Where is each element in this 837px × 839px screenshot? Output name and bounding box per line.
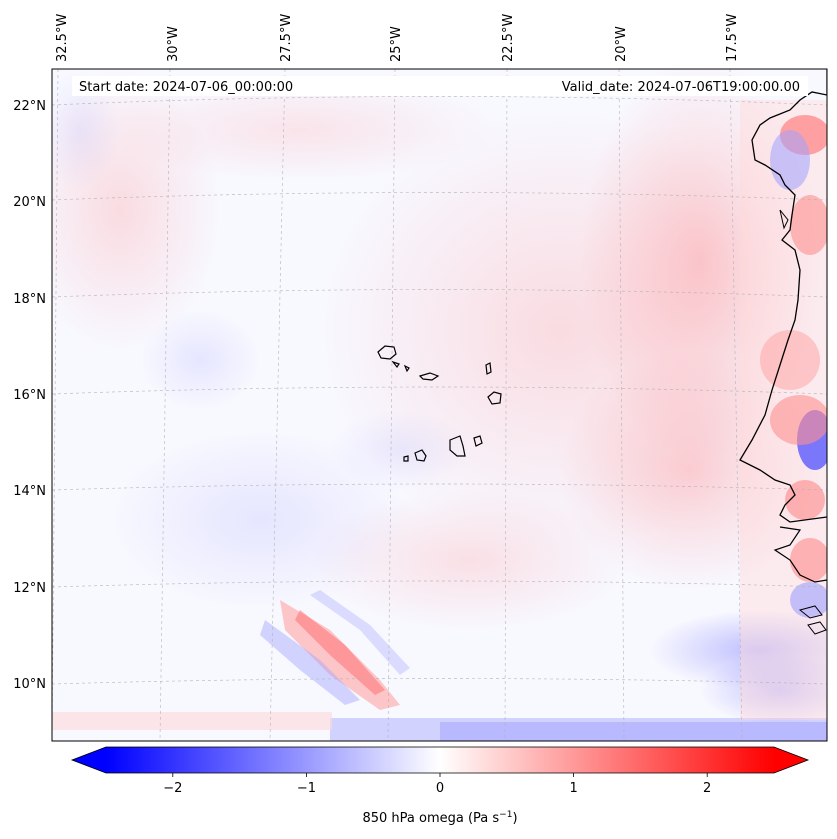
cape-verde-islands xyxy=(377,345,502,462)
lat-label: 16°N xyxy=(13,388,46,403)
coastline-guinea xyxy=(773,526,827,583)
colorbar-tick-label: 1 xyxy=(569,781,577,796)
map-frame xyxy=(51,68,828,742)
lat-label: 22°N xyxy=(13,99,46,114)
date-annotation-box xyxy=(72,76,808,96)
omega-field xyxy=(52,69,827,741)
lat-label: 12°N xyxy=(13,581,46,596)
lon-label: 20°W xyxy=(614,26,629,62)
lat-label: 14°N xyxy=(13,484,46,499)
lon-label: 30°W xyxy=(166,26,181,62)
colorbar-label: 850 hPa omega (Pa s−1) xyxy=(362,810,517,826)
coastline-africa xyxy=(739,69,827,523)
colorbar-outline xyxy=(70,746,810,774)
colorbar-extend-max xyxy=(774,747,808,773)
lat-label: 20°N xyxy=(13,195,46,210)
lat-label: 18°N xyxy=(13,292,46,307)
start-date-label: Start date: 2024-07-06_00:00:00 xyxy=(79,80,293,95)
longitude-labels: 32.5°W 30°W 27.5°W 25°W 22.5°W 20°W 17.5… xyxy=(55,14,740,62)
graticule xyxy=(52,69,827,741)
colorbar: −2 −1 0 1 2 850 hPa omega (Pa s−1) xyxy=(70,746,810,826)
lon-label: 27.5°W xyxy=(279,14,294,62)
lon-label: 22.5°W xyxy=(501,14,516,62)
lon-label: 17.5°W xyxy=(725,14,740,62)
latitude-labels: 22°N 20°N 18°N 16°N 14°N 12°N 10°N xyxy=(13,99,46,692)
colorbar-extend-min xyxy=(72,747,106,773)
colorbar-tick-label: −2 xyxy=(163,781,182,796)
lat-label: 10°N xyxy=(13,677,46,692)
colorbar-tick-label: 2 xyxy=(703,781,711,796)
colorbar-tick-label: −1 xyxy=(297,781,316,796)
lon-label: 25°W xyxy=(389,26,404,62)
colorbar-gradient xyxy=(106,747,774,773)
lon-label: 32.5°W xyxy=(55,14,70,62)
colorbar-tick-label: 0 xyxy=(436,781,444,796)
valid-date-label: Valid_date: 2024-07-06T19:00:00.00 xyxy=(562,80,800,95)
